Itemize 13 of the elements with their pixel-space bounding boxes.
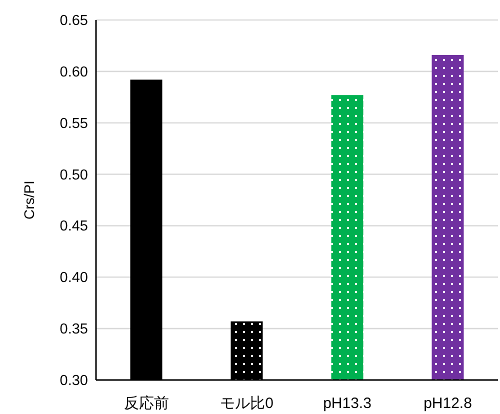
y-tick-label: 0.35 xyxy=(60,322,88,338)
x-tick-label: モル比0 xyxy=(220,395,274,412)
y-axis-title: Crs/PI xyxy=(21,180,37,220)
x-tick-label: pH12.8 xyxy=(424,395,472,412)
y-tick-label: 0.45 xyxy=(60,218,88,235)
y-tick-label: 0.65 xyxy=(60,13,88,29)
y-tick-label: 0.55 xyxy=(60,116,88,132)
y-tick-label: 0.60 xyxy=(60,64,88,80)
y-tick-label: 0.30 xyxy=(60,373,88,389)
x-tick-label: 反応前 xyxy=(124,395,169,412)
y-tick-label: 0.50 xyxy=(60,167,88,184)
x-tick-label: pH13.3 xyxy=(323,395,372,412)
y-tick-label: 0.40 xyxy=(60,270,88,286)
